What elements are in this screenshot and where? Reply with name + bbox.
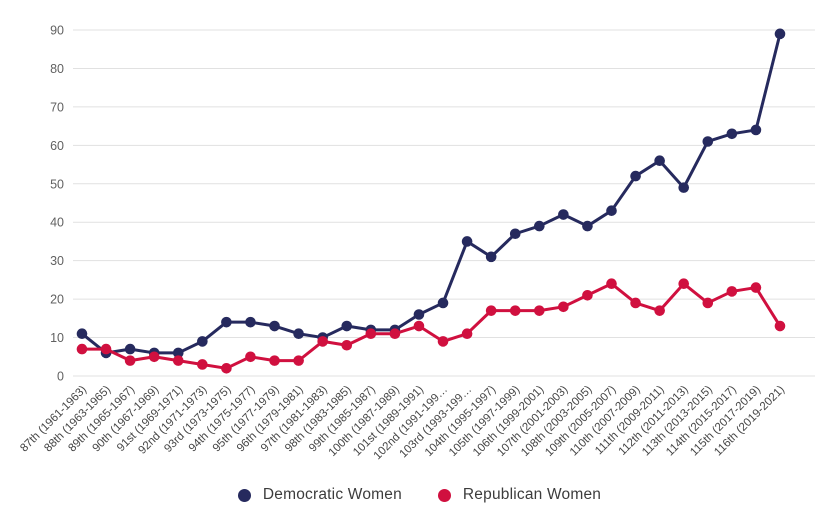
data-point-republican-women-99th bbox=[365, 328, 377, 340]
data-point-republican-women-105th bbox=[509, 305, 521, 316]
series-line-republican-women bbox=[80, 282, 782, 370]
data-point-republican-women-90th bbox=[148, 351, 160, 363]
data-point-republican-women-111th bbox=[654, 305, 665, 316]
data-point-democratic-women-101st bbox=[413, 309, 425, 320]
data-point-democratic-women-87th bbox=[76, 328, 88, 340]
data-point-republican-women-106th bbox=[534, 305, 545, 316]
data-point-democratic-women-96th bbox=[293, 328, 304, 340]
data-point-republican-women-107th bbox=[558, 301, 569, 313]
data-point-republican-women-102nd bbox=[437, 336, 449, 347]
data-point-republican-women-114th bbox=[726, 286, 738, 297]
data-point-republican-women-113th bbox=[702, 297, 714, 309]
data-point-democratic-women-113th bbox=[702, 136, 714, 147]
y-axis-tick-30: 30 bbox=[50, 254, 64, 268]
data-point-republican-women-98th bbox=[341, 339, 353, 351]
data-point-republican-women-100th bbox=[389, 328, 401, 340]
y-axis-tick-40: 40 bbox=[50, 216, 64, 230]
data-point-republican-women-89th bbox=[124, 355, 136, 366]
data-point-democratic-women-103rd bbox=[461, 236, 473, 247]
data-point-democratic-women-115th bbox=[750, 124, 762, 136]
data-point-republican-women-87th bbox=[76, 343, 88, 355]
data-point-republican-women-97th bbox=[317, 336, 328, 347]
data-point-republican-women-94th bbox=[245, 351, 256, 363]
data-point-republican-women-95th bbox=[269, 355, 280, 366]
data-point-republican-women-92nd bbox=[197, 359, 208, 370]
data-point-republican-women-91st bbox=[172, 355, 184, 366]
data-point-republican-women-88th bbox=[100, 343, 112, 355]
data-point-democratic-women-107th bbox=[558, 209, 569, 220]
data-point-republican-women-103rd bbox=[461, 328, 473, 340]
data-point-republican-women-112th bbox=[678, 278, 690, 290]
data-point-democratic-women-111th bbox=[654, 155, 665, 167]
legend-item-democratic-women: Democratic Women bbox=[237, 486, 402, 504]
data-point-democratic-women-112th bbox=[678, 182, 690, 193]
y-axis-tick-10: 10 bbox=[50, 331, 64, 345]
data-point-democratic-women-102nd bbox=[437, 297, 449, 309]
y-axis-tick-70: 70 bbox=[50, 100, 64, 114]
data-point-republican-women-104th bbox=[485, 305, 497, 316]
data-point-republican-women-109th bbox=[606, 278, 617, 290]
y-axis-tick-80: 80 bbox=[50, 62, 64, 76]
data-point-democratic-women-106th bbox=[534, 220, 545, 232]
data-point-republican-women-110th bbox=[630, 297, 641, 309]
legend-label-democratic-women: Democratic Women bbox=[262, 486, 402, 503]
data-point-democratic-women-89th bbox=[124, 343, 136, 355]
data-point-democratic-women-116th bbox=[774, 28, 786, 40]
data-point-republican-women-116th bbox=[774, 320, 786, 332]
data-point-republican-women-93rd bbox=[221, 363, 232, 374]
series-line-democratic-women bbox=[80, 32, 782, 355]
y-axis-tick-20: 20 bbox=[50, 293, 64, 307]
y-axis-tick-0: 0 bbox=[57, 370, 64, 384]
data-point-republican-women-96th bbox=[293, 355, 304, 366]
chart-legend: Democratic Women Republican Women bbox=[0, 486, 839, 504]
data-point-democratic-women-94th bbox=[245, 316, 256, 328]
data-point-democratic-women-92nd bbox=[197, 336, 208, 347]
y-axis-tick-90: 90 bbox=[50, 24, 64, 38]
data-point-democratic-women-105th bbox=[509, 228, 521, 240]
data-point-democratic-women-110th bbox=[630, 170, 641, 182]
democratic-women-dot-icon bbox=[237, 488, 251, 502]
data-point-democratic-women-95th bbox=[269, 320, 280, 332]
data-point-democratic-women-104th bbox=[485, 251, 497, 263]
data-point-republican-women-108th bbox=[582, 289, 593, 301]
legend-label-republican-women: Republican Women bbox=[462, 486, 602, 503]
y-axis-tick-60: 60 bbox=[50, 139, 64, 153]
y-axis-tick-50: 50 bbox=[50, 177, 64, 191]
data-point-democratic-women-98th bbox=[341, 320, 353, 332]
republican-women-dot-icon bbox=[437, 488, 451, 502]
data-point-democratic-women-108th bbox=[582, 220, 593, 232]
data-point-democratic-women-109th bbox=[606, 205, 617, 216]
data-point-republican-women-101st bbox=[413, 320, 425, 332]
data-point-democratic-women-91st bbox=[172, 347, 184, 359]
data-point-republican-women-115th bbox=[750, 282, 762, 293]
legend-item-republican-women: Republican Women bbox=[437, 486, 602, 504]
data-point-democratic-women-93rd bbox=[221, 316, 232, 328]
data-point-democratic-women-114th bbox=[726, 128, 738, 140]
